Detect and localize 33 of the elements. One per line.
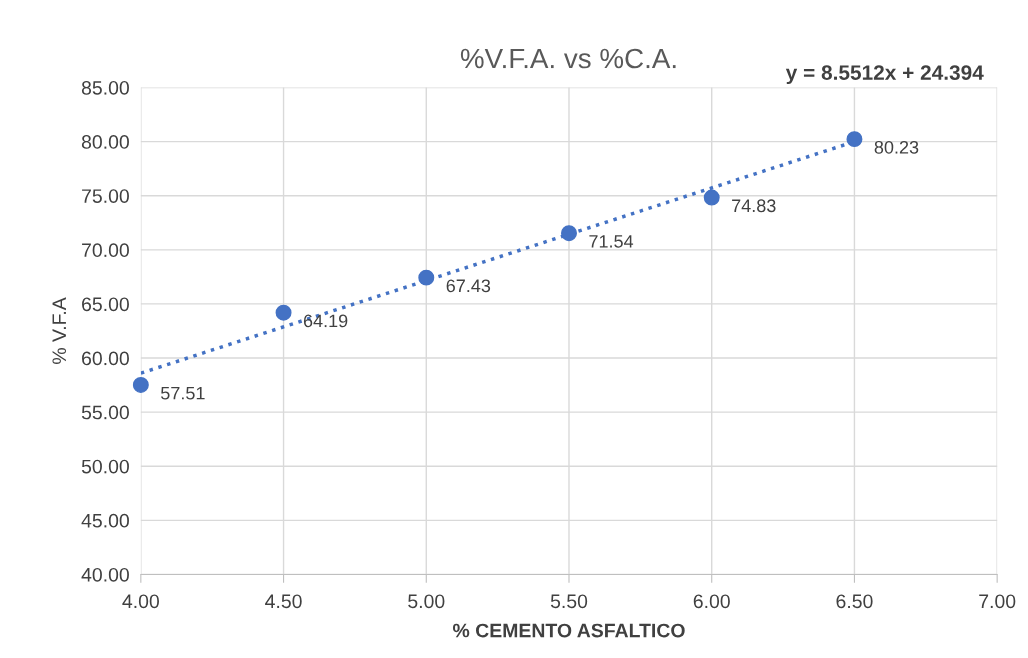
point [275,304,292,321]
point [132,376,149,393]
x-tick-label: 4.50 [265,594,302,609]
data-label: 71.54 [589,235,634,248]
point [561,225,577,242]
data-label: 80.23 [874,140,919,154]
x-tick-label: 4.00 [122,594,159,609]
x-tick-label: 6.50 [836,594,873,609]
y-tick-label: 80.00 [81,135,129,149]
data-label: 64.19 [303,314,348,328]
point [703,189,720,206]
y-axis-title: % V.F.A [52,297,67,364]
y-tick-label: 75.00 [82,189,129,203]
point [846,131,863,148]
y-tick-label: 65.00 [82,297,129,312]
y-tick-label: 60.00 [82,351,129,366]
y-tick-label: 70.00 [82,243,129,258]
y-tick-label: 55.00 [81,405,129,420]
x-tick-label: 5.50 [550,594,588,609]
y-tick-label: 85.00 [81,80,129,95]
data-label: 74.83 [732,199,776,213]
x-axis-title: % CEMENTO ASFALTICO [452,623,685,638]
point [418,269,435,286]
x-tick-label: 5.00 [408,594,445,609]
x-tick-label: 6.00 [693,594,730,609]
chart-title: %V.F.A. vs %C.A. [460,48,676,69]
y-tick-label: 45.00 [81,513,129,528]
data-label: 67.43 [446,279,491,293]
x-tick-label: 7.00 [979,594,1016,609]
data-label: 57.51 [161,386,205,400]
text: y = 8.5512x + 24.394 [785,65,984,85]
y-tick-label: 40.00 [81,567,129,582]
y-tick-label: 50.00 [81,459,129,474]
